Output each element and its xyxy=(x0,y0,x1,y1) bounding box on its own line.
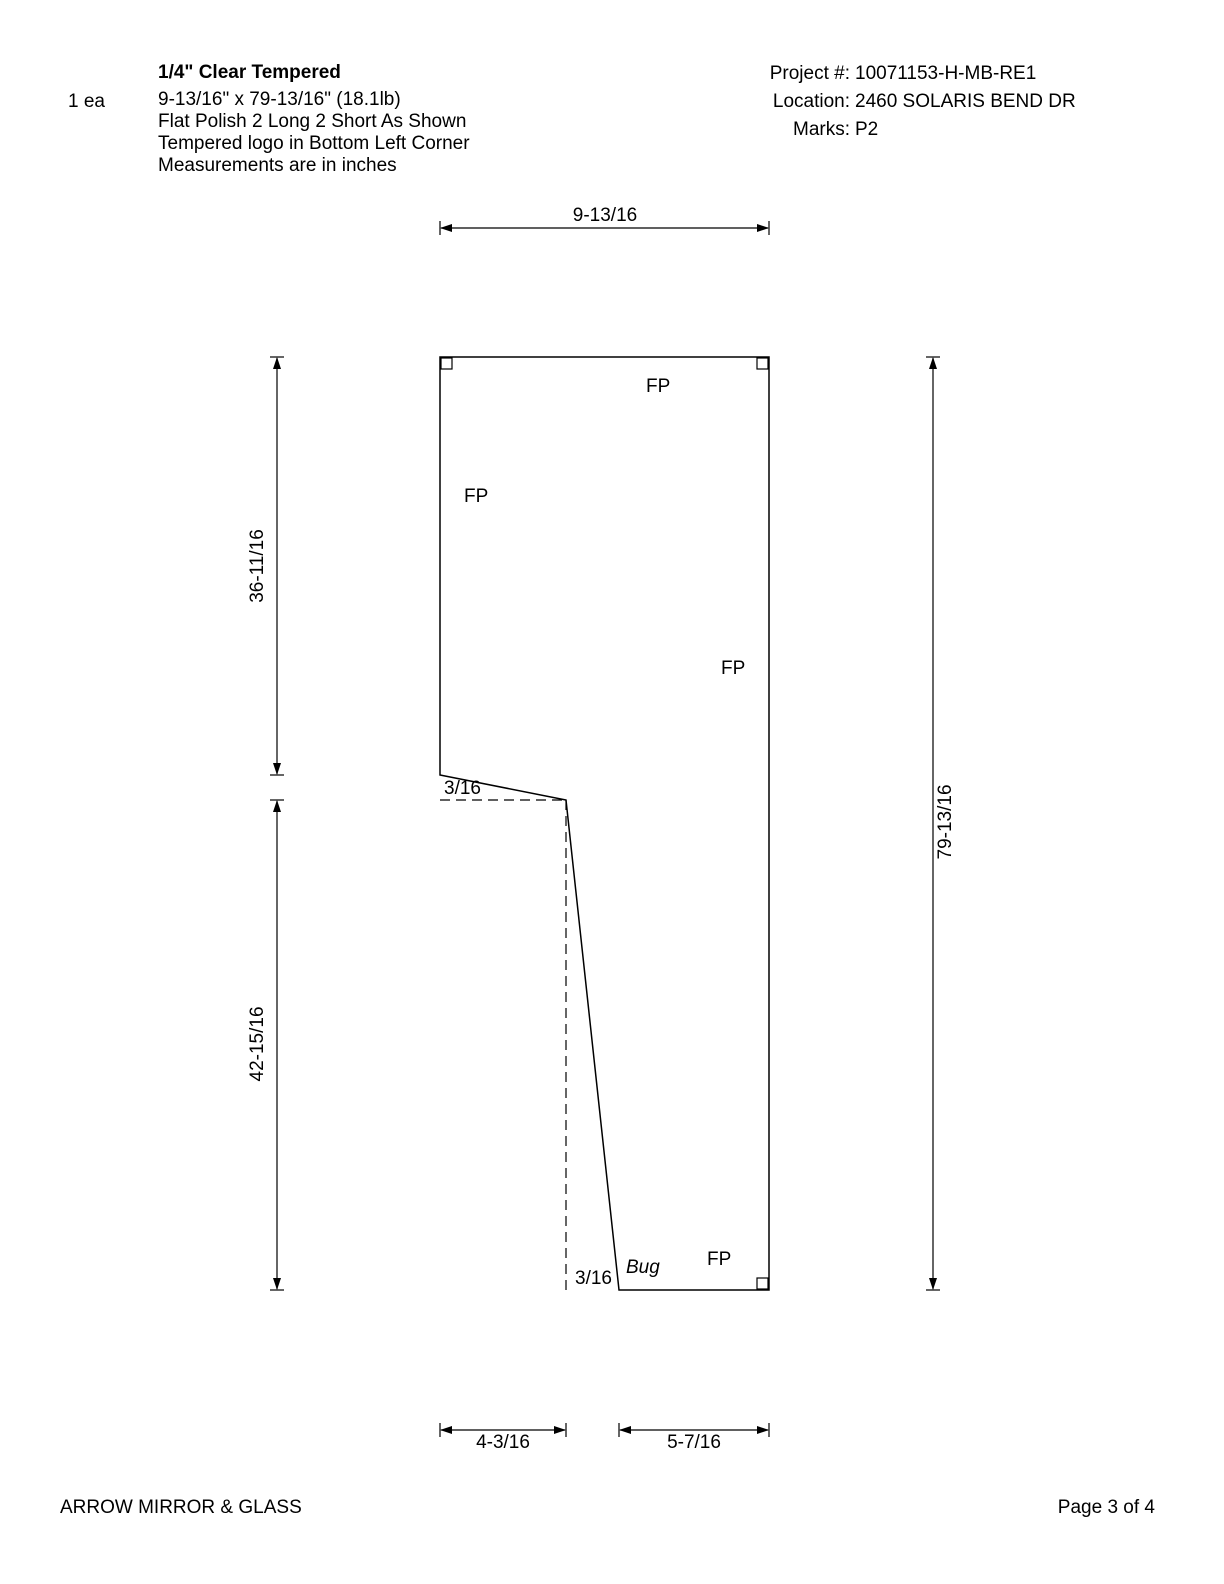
dim-bottom-right-label: 5-7/16 xyxy=(667,1432,721,1453)
logo-spec: Tempered logo in Bottom Left Corner xyxy=(158,133,470,154)
project-label: Project #: xyxy=(769,63,850,84)
quantity: 1 ea xyxy=(68,91,105,112)
dim-left-lower-label: 42-15/16 xyxy=(247,1006,268,1081)
company-name: ARROW MIRROR & GLASS xyxy=(60,1497,302,1518)
corner-square-top-left xyxy=(440,357,453,370)
marks-label: Marks: xyxy=(793,119,850,140)
notch-offset-label: 3/16 xyxy=(444,778,481,799)
dim-left-upper-label: 36-11/16 xyxy=(247,529,268,603)
location-label: Location: xyxy=(772,91,850,112)
glass-outline xyxy=(439,356,770,1291)
dim-top-width-label: 9-13/16 xyxy=(573,205,637,226)
edge-label-top: FP xyxy=(646,376,670,397)
page-number: Page 3 of 4 xyxy=(1057,1497,1155,1518)
corner-square-top-right xyxy=(756,357,769,370)
dim-bottom-left-label: 4-3/16 xyxy=(476,1432,530,1453)
units-note: Measurements are in inches xyxy=(158,155,397,176)
polish-spec: Flat Polish 2 Long 2 Short As Shown xyxy=(158,111,467,132)
corner-square-bottom-right xyxy=(756,1277,769,1290)
edge-label-left: FP xyxy=(464,486,488,507)
marks-value: P2 xyxy=(855,119,879,140)
edge-label-bottom: FP xyxy=(707,1249,731,1270)
dim-right-height-label: 79-13/16 xyxy=(935,784,956,859)
edge-label-right: FP xyxy=(721,658,745,679)
bottom-offset-label: 3/16 xyxy=(575,1268,612,1289)
location-value: 2460 SOLARIS BEND DR xyxy=(855,91,1076,112)
material-title: 1/4" Clear Tempered xyxy=(158,62,341,83)
project-value: 10071153-H-MB-RE1 xyxy=(855,63,1037,84)
size-weight: 9-13/16" x 79-13/16" (18.1lb) xyxy=(158,89,401,110)
bug-label: Bug xyxy=(626,1257,660,1278)
